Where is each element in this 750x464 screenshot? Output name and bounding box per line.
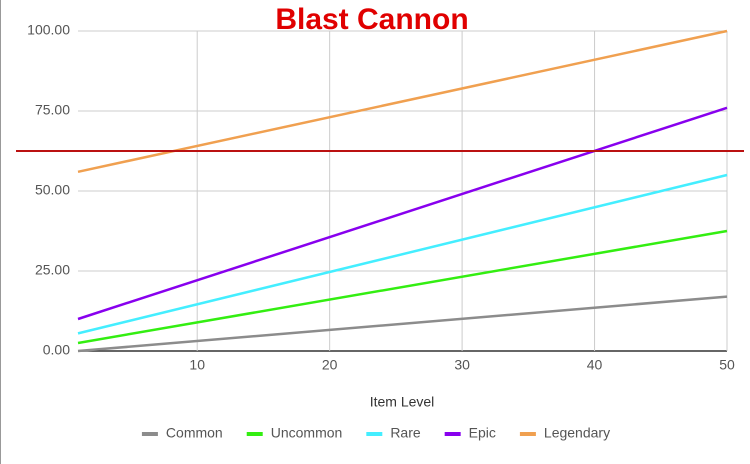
- legend-label: Uncommon: [271, 425, 343, 441]
- series-line: [77, 229, 728, 345]
- y-tick-label: 50.00: [35, 182, 70, 198]
- series-line: [77, 29, 728, 174]
- series-line: [77, 106, 728, 321]
- legend-label: Common: [166, 425, 223, 441]
- legend-label: Epic: [469, 425, 496, 441]
- x-tick-label: 20: [322, 357, 338, 373]
- series-line: [77, 295, 728, 353]
- series-line: [77, 173, 728, 335]
- legend-label: Rare: [390, 425, 421, 441]
- legend-label: Legendary: [544, 425, 610, 441]
- x-axis-title: Item Level: [370, 394, 435, 410]
- x-tick-label: 50: [719, 357, 735, 373]
- y-tick-label: 25.00: [35, 262, 70, 278]
- x-tick-label: 30: [454, 357, 470, 373]
- y-tick-label: 0.00: [43, 342, 70, 358]
- x-tick-label: 40: [587, 357, 603, 373]
- y-tick-label: 75.00: [35, 102, 70, 118]
- chart-title: Blast Cannon: [275, 3, 468, 36]
- y-tick-label: 100.00: [27, 22, 70, 38]
- x-tick-label: 10: [189, 357, 205, 373]
